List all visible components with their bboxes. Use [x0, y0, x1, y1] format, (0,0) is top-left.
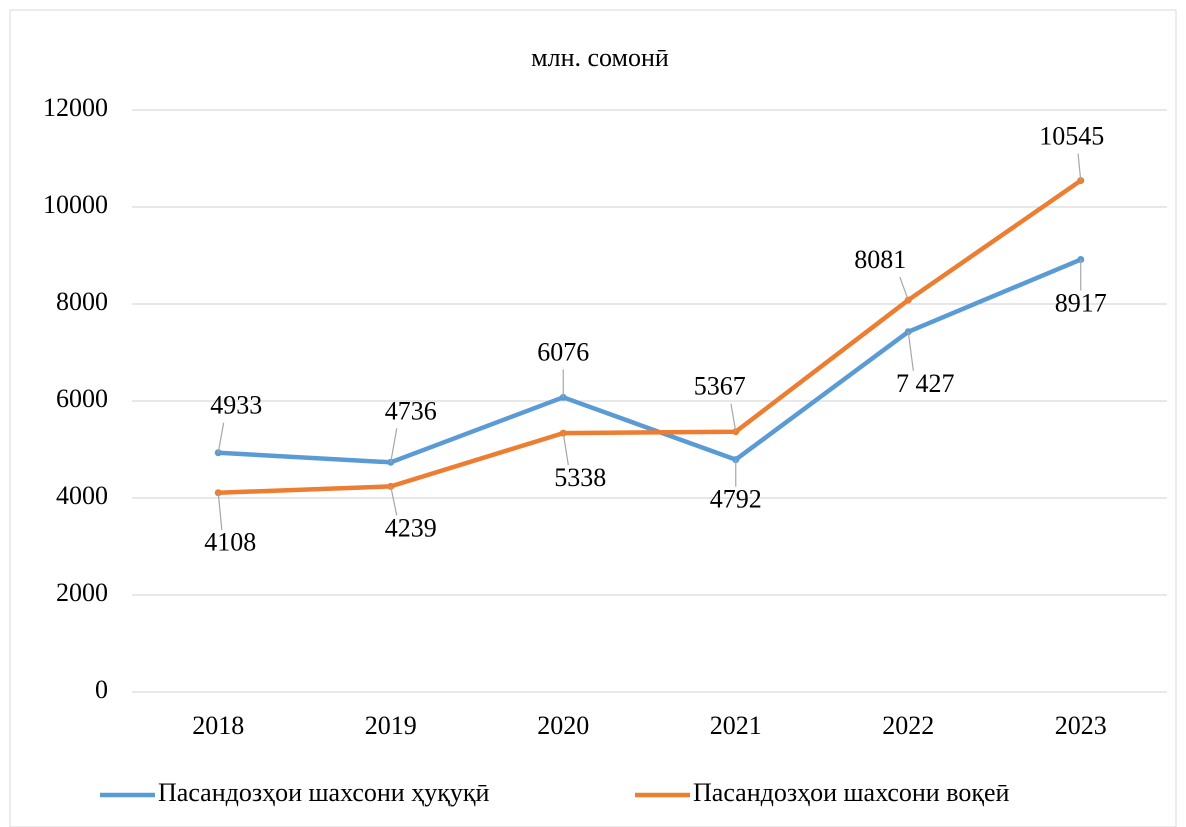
data-line	[218, 178, 1083, 496]
leader-line	[730, 403, 737, 432]
leader-line	[217, 492, 223, 530]
chart-title: млн. сомонӣ	[531, 43, 669, 72]
y-tick-label: 12000	[43, 93, 108, 122]
legend-label: Пасандозҳои шахсони ҳуқуқӣ	[158, 778, 489, 807]
leader-line	[217, 422, 225, 453]
x-tick-label: 2019	[365, 711, 417, 740]
data-label: 5338	[554, 463, 606, 492]
chart-border	[9, 9, 1177, 827]
leader-line	[907, 331, 914, 371]
data-label: 7 427	[896, 369, 955, 398]
y-tick-label: 2000	[56, 578, 108, 607]
x-tick-label: 2018	[192, 711, 244, 740]
x-tick-label: 2021	[710, 711, 762, 740]
x-tick-label: 2020	[537, 711, 589, 740]
data-label: 6076	[537, 337, 589, 366]
y-tick-label: 0	[95, 675, 108, 704]
x-tick-label: 2022	[882, 711, 934, 740]
data-line	[218, 257, 1082, 465]
data-label: 10545	[1039, 122, 1104, 151]
leader-line	[562, 433, 569, 466]
data-label: 4736	[385, 396, 437, 425]
leader-line	[899, 276, 909, 301]
data-label: 4792	[710, 485, 762, 514]
leader-line	[390, 486, 398, 516]
data-label: 8917	[1055, 288, 1107, 317]
y-tick-label: 10000	[43, 190, 108, 219]
data-label: 4933	[210, 391, 262, 420]
legend-label: Пасандозҳои шахсони воқеӣ	[693, 778, 1009, 807]
leader-line	[390, 428, 398, 463]
x-tick-label: 2023	[1055, 711, 1107, 740]
data-label: 5367	[694, 372, 746, 401]
data-label: 8081	[854, 245, 906, 274]
y-tick-label: 4000	[56, 481, 108, 510]
y-tick-label: 6000	[56, 384, 108, 413]
y-tick-label: 8000	[56, 287, 108, 316]
leader-line	[1077, 153, 1082, 181]
data-label: 4239	[385, 513, 437, 542]
data-label: 4108	[204, 528, 256, 557]
